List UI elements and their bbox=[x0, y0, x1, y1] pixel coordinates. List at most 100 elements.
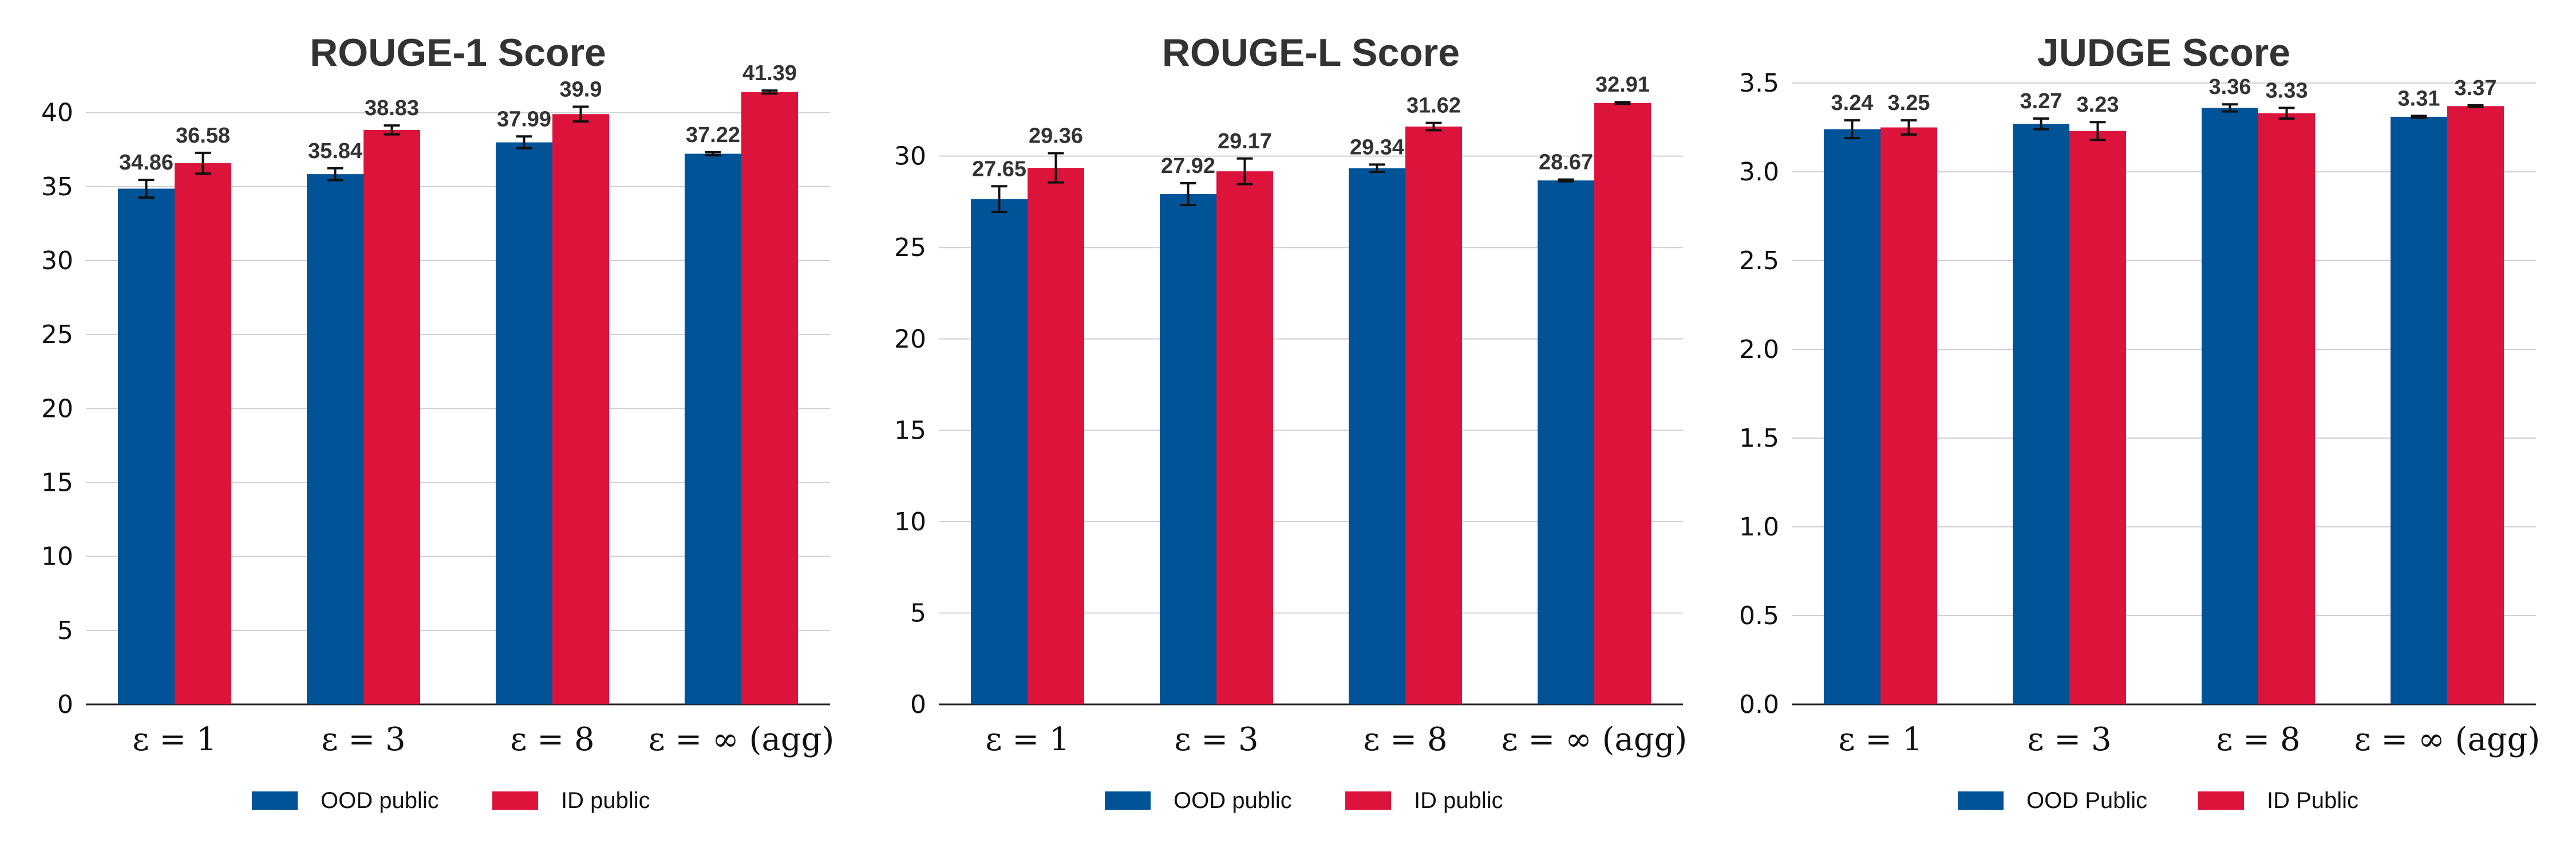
legend: OOD Public ID Public bbox=[1958, 788, 2358, 813]
data-label: 29.36 bbox=[1029, 124, 1083, 148]
chart-panel-3: JUDGE Score 0.0 0.5 1.0 1.5 2.0 2.5 3.0 3.5 3.24 3… bbox=[1739, 31, 2540, 813]
legend-label: ID Public bbox=[2267, 788, 2358, 813]
legend-swatch bbox=[1105, 791, 1151, 810]
bar bbox=[1538, 180, 1594, 704]
legend: OOD public ID public bbox=[252, 788, 650, 813]
data-label: 3.31 bbox=[2398, 86, 2440, 111]
y-tick-label: 3.0 bbox=[1739, 157, 1779, 187]
y-tick-label: 5 bbox=[57, 616, 73, 645]
data-label: 3.37 bbox=[2455, 76, 2497, 100]
bar bbox=[175, 163, 231, 704]
data-label: 34.86 bbox=[119, 151, 173, 175]
data-label: 36.58 bbox=[176, 124, 230, 148]
data-label: 37.99 bbox=[497, 107, 551, 131]
legend-label: OOD public bbox=[1174, 788, 1292, 813]
bar bbox=[1405, 126, 1462, 704]
y-tick-label: 1.0 bbox=[1739, 513, 1779, 542]
x-tick-label: ε = 1 bbox=[1838, 721, 1922, 758]
y-tick-label: 10 bbox=[41, 542, 73, 572]
y-tick-label: 20 bbox=[894, 325, 926, 354]
y-tick-label: 2.5 bbox=[1739, 246, 1779, 275]
y-tick-label: 20 bbox=[41, 394, 73, 423]
bar bbox=[118, 188, 175, 704]
chart-title: ROUGE-1 Score bbox=[310, 31, 606, 74]
y-tick-label: 5 bbox=[910, 598, 926, 628]
legend: OOD public ID public bbox=[1105, 788, 1503, 813]
x-tick-label: ε = ∞ (agg) bbox=[2354, 721, 2541, 758]
y-tick-label: 30 bbox=[41, 246, 73, 275]
y-tick-label: 0 bbox=[910, 690, 926, 719]
bar bbox=[1028, 168, 1084, 705]
y-tick-label: 35 bbox=[41, 172, 73, 202]
y-tick-label: 25 bbox=[41, 320, 73, 349]
data-label: 41.39 bbox=[742, 61, 797, 85]
bar bbox=[2202, 108, 2258, 704]
legend-swatch bbox=[1345, 791, 1391, 810]
legend-label: ID public bbox=[1414, 788, 1503, 813]
data-label: 31.62 bbox=[1406, 94, 1461, 118]
legend-swatch bbox=[2198, 791, 2244, 810]
x-tick-label: ε = 8 bbox=[510, 721, 594, 758]
y-tick-label: 15 bbox=[894, 416, 926, 445]
y-tick-label: 3.5 bbox=[1739, 69, 1779, 98]
bar bbox=[685, 153, 741, 704]
bar bbox=[2447, 106, 2504, 704]
x-tick-label: ε = 3 bbox=[321, 721, 405, 758]
bar bbox=[496, 142, 552, 704]
y-tick-label: 0 bbox=[57, 690, 73, 719]
bar bbox=[971, 199, 1028, 704]
legend-label: ID public bbox=[561, 788, 650, 813]
bar bbox=[364, 129, 420, 704]
data-label: 3.24 bbox=[1831, 91, 1874, 115]
data-label: 28.67 bbox=[1539, 150, 1593, 174]
x-tick-label: ε = ∞ (agg) bbox=[649, 721, 835, 758]
chart-title: JUDGE Score bbox=[2037, 31, 2290, 74]
y-tick-label: 30 bbox=[894, 142, 926, 171]
data-label: 3.33 bbox=[2266, 78, 2308, 103]
x-tick-label: ε = 3 bbox=[2027, 721, 2111, 758]
x-tick-label: ε = 1 bbox=[985, 721, 1069, 758]
y-tick-label: 1.5 bbox=[1739, 424, 1779, 453]
x-tick-label: ε = 1 bbox=[132, 721, 216, 758]
legend-swatch bbox=[1958, 791, 2004, 810]
bar bbox=[2013, 124, 2069, 705]
y-tick-label: 10 bbox=[894, 507, 926, 537]
legend-label: OOD public bbox=[321, 788, 439, 813]
bar bbox=[1160, 194, 1216, 704]
data-label: 29.17 bbox=[1218, 129, 1272, 153]
bar bbox=[741, 92, 798, 705]
chart-title: ROUGE-L Score bbox=[1162, 31, 1460, 74]
bar bbox=[1880, 127, 1937, 704]
bar bbox=[1824, 129, 1880, 705]
data-label: 3.23 bbox=[2077, 93, 2119, 117]
bar bbox=[2258, 113, 2315, 705]
bar bbox=[307, 174, 364, 705]
x-tick-label: ε = 8 bbox=[2216, 721, 2300, 758]
y-tick-label: 40 bbox=[41, 98, 73, 128]
data-label: 37.22 bbox=[686, 123, 740, 147]
bar bbox=[2391, 116, 2447, 704]
legend-label: OOD Public bbox=[2026, 788, 2147, 813]
y-tick-label: 0.5 bbox=[1739, 601, 1779, 631]
data-label: 29.34 bbox=[1350, 135, 1404, 159]
data-label: 3.27 bbox=[2020, 89, 2063, 113]
bar bbox=[2069, 131, 2126, 704]
legend-swatch bbox=[252, 791, 298, 810]
data-label: 35.84 bbox=[308, 139, 362, 163]
legend-swatch bbox=[492, 791, 538, 810]
x-tick-label: ε = 8 bbox=[1363, 721, 1447, 758]
x-tick-label: ε = ∞ (agg) bbox=[1502, 721, 1688, 758]
y-tick-label: 0.0 bbox=[1739, 690, 1779, 719]
y-tick-label: 25 bbox=[894, 233, 926, 262]
y-tick-label: 15 bbox=[41, 468, 73, 498]
bar bbox=[552, 114, 609, 704]
y-tick-label: 2.0 bbox=[1739, 335, 1779, 364]
data-label: 38.83 bbox=[365, 96, 419, 120]
data-label: 3.36 bbox=[2209, 75, 2251, 99]
bar bbox=[1349, 168, 1405, 704]
x-tick-label: ε = 3 bbox=[1174, 721, 1258, 758]
bar bbox=[1216, 171, 1273, 705]
